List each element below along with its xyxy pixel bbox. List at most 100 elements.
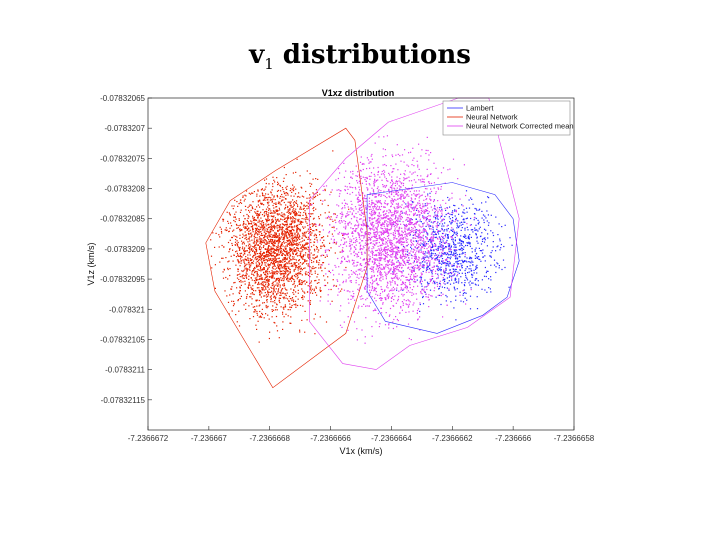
data-point <box>263 255 266 257</box>
data-point <box>309 256 311 258</box>
data-point <box>280 248 283 250</box>
data-point <box>441 253 443 255</box>
data-point <box>233 229 235 231</box>
data-point <box>428 159 430 161</box>
data-point <box>403 212 406 214</box>
data-point <box>299 212 302 214</box>
data-point <box>419 225 421 227</box>
data-point <box>455 250 457 252</box>
data-point <box>440 295 442 297</box>
data-point <box>268 201 270 203</box>
data-point <box>490 264 492 266</box>
data-point <box>341 274 344 276</box>
data-point <box>500 247 502 249</box>
data-point <box>247 254 249 256</box>
data-point <box>465 244 467 247</box>
data-point <box>448 280 450 282</box>
data-point <box>343 162 345 164</box>
data-point <box>266 276 268 278</box>
data-point <box>261 214 264 216</box>
data-point <box>340 190 342 192</box>
data-point <box>272 183 274 185</box>
data-point <box>341 208 343 210</box>
data-point <box>370 228 372 230</box>
points-layer <box>210 135 513 344</box>
data-point <box>321 245 323 247</box>
data-point <box>268 239 270 241</box>
data-point <box>263 281 265 283</box>
data-point <box>443 247 445 249</box>
data-point <box>395 181 397 183</box>
data-point <box>372 206 374 208</box>
data-point <box>253 280 255 282</box>
data-point <box>267 292 269 294</box>
data-point <box>452 241 455 243</box>
data-point <box>271 283 273 285</box>
data-point <box>344 189 346 191</box>
data-point <box>412 223 414 226</box>
data-point <box>414 214 416 216</box>
data-point <box>361 206 363 208</box>
data-point <box>252 316 255 318</box>
data-point <box>269 212 272 214</box>
data-point <box>411 187 413 189</box>
data-point <box>281 288 283 290</box>
data-point <box>419 220 421 222</box>
data-point <box>232 305 235 307</box>
data-point <box>281 193 283 196</box>
data-point <box>256 195 258 197</box>
data-point <box>309 215 312 218</box>
data-point <box>453 230 455 232</box>
data-point <box>400 275 402 277</box>
data-point <box>249 204 251 206</box>
data-point <box>236 277 239 279</box>
data-point <box>271 263 273 265</box>
data-point <box>265 256 267 258</box>
data-point <box>285 187 287 189</box>
data-point <box>441 210 443 212</box>
data-point <box>294 220 296 222</box>
data-point <box>261 221 263 223</box>
data-point <box>292 190 295 192</box>
data-point <box>414 212 416 214</box>
data-point <box>487 214 489 216</box>
data-point <box>480 260 482 262</box>
data-point <box>420 262 422 264</box>
data-point <box>274 233 276 235</box>
data-point <box>307 265 309 267</box>
data-point <box>443 278 445 280</box>
data-point <box>425 225 427 227</box>
data-point <box>260 211 262 213</box>
data-point <box>454 232 456 234</box>
data-point <box>221 232 223 234</box>
data-point <box>272 257 274 260</box>
data-point <box>279 286 281 288</box>
data-point <box>260 266 262 269</box>
data-point <box>366 291 368 293</box>
data-point <box>462 260 464 262</box>
data-point <box>248 222 250 224</box>
data-point <box>244 198 246 200</box>
data-point <box>448 276 450 278</box>
data-point <box>277 253 279 255</box>
data-point <box>408 223 410 225</box>
data-point <box>396 219 398 222</box>
data-point <box>428 215 430 217</box>
data-point <box>448 243 450 245</box>
data-point <box>310 234 312 236</box>
data-point <box>418 211 420 213</box>
data-point <box>302 255 304 257</box>
data-point <box>457 242 459 244</box>
data-point <box>252 227 254 229</box>
data-point <box>267 278 269 280</box>
data-point <box>257 240 259 242</box>
data-point <box>467 229 469 231</box>
data-point <box>306 208 308 210</box>
data-point <box>426 217 428 220</box>
data-point <box>460 244 462 246</box>
data-point <box>263 245 265 247</box>
data-point <box>259 310 261 313</box>
data-point <box>413 268 416 270</box>
data-point <box>249 240 251 242</box>
data-point <box>261 292 263 294</box>
